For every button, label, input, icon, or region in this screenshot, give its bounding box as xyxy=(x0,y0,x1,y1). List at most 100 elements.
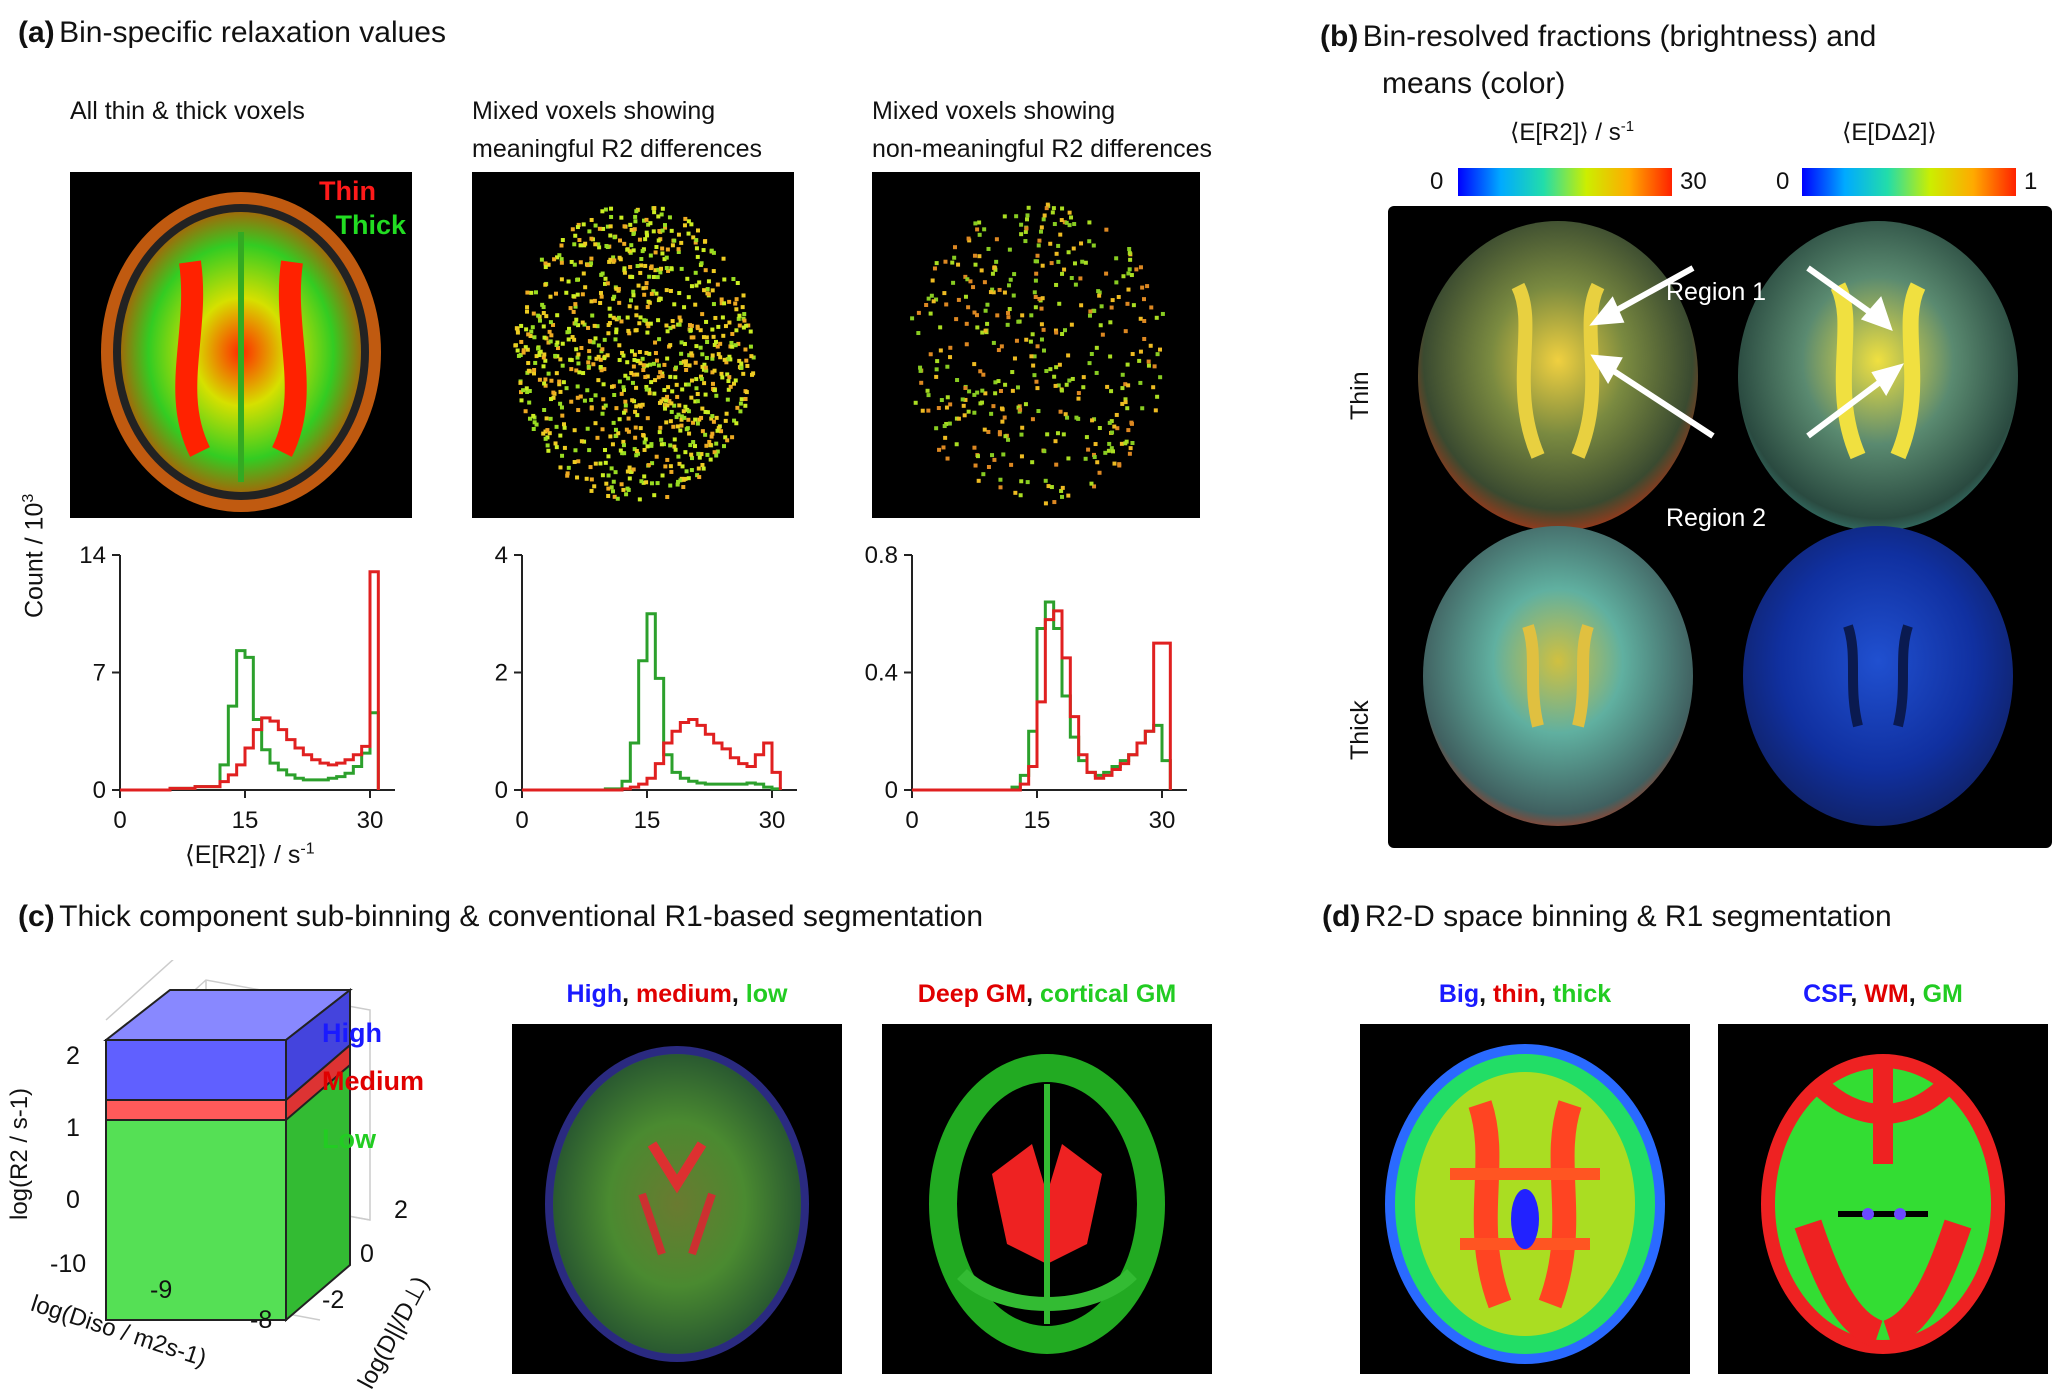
voxel-pixel xyxy=(1098,323,1103,328)
voxel-pixel xyxy=(645,374,650,379)
z-tick-1: 1 xyxy=(66,1114,80,1142)
voxel-pixel xyxy=(1045,202,1050,207)
voxel-pixel xyxy=(712,450,717,455)
voxel-pixel xyxy=(992,265,997,270)
voxel-pixel xyxy=(608,224,613,229)
voxel-pixel xyxy=(615,496,620,501)
voxel-pixel xyxy=(710,288,715,293)
hist-xtick-label-2-0: 0 xyxy=(905,807,918,834)
voxel-pixel xyxy=(559,243,564,248)
voxel-pixel xyxy=(655,481,660,486)
voxel-pixel xyxy=(1094,370,1099,375)
voxel-pixel xyxy=(1054,365,1059,370)
voxel-pixel xyxy=(1116,295,1121,300)
voxel-pixel xyxy=(696,451,701,456)
voxel-pixel xyxy=(1123,329,1128,334)
voxel-pixel xyxy=(731,277,736,282)
voxel-pixel xyxy=(730,344,735,349)
voxel-pixel xyxy=(1040,263,1045,268)
voxel-pixel xyxy=(575,384,580,389)
hist-series-thin-0 xyxy=(120,570,380,792)
panel-d-title: R2-D space binning & R1 segmentation xyxy=(1364,900,1892,933)
voxel-pixel xyxy=(1103,450,1108,455)
voxel-pixel xyxy=(627,465,632,470)
voxel-pixel xyxy=(523,345,528,350)
voxel-pixel xyxy=(1010,370,1015,375)
voxel-pixel xyxy=(532,420,537,425)
voxel-pixel xyxy=(586,364,591,369)
voxel-pixel xyxy=(972,410,977,415)
voxel-pixel xyxy=(983,308,988,313)
voxel-pixel xyxy=(597,226,602,231)
voxel-pixel xyxy=(689,378,694,383)
voxel-pixel xyxy=(722,444,727,449)
voxel-pixel xyxy=(1090,418,1095,423)
voxel-pixel xyxy=(668,419,673,424)
voxel-pixel xyxy=(659,266,664,271)
voxel-pixel xyxy=(558,401,563,406)
voxel-pixel xyxy=(639,479,644,484)
voxel-pixel xyxy=(579,345,584,350)
voxel-pixel xyxy=(998,485,1003,490)
voxel-pixel xyxy=(1066,250,1071,255)
voxel-pixel xyxy=(614,406,619,411)
voxel-pixel xyxy=(622,224,627,229)
voxel-pixel xyxy=(979,268,984,273)
voxel-pixel xyxy=(703,409,708,414)
voxel-pixel xyxy=(601,405,606,410)
voxel-pixel xyxy=(632,447,637,452)
voxel-pixel xyxy=(1153,408,1158,413)
voxel-pixel xyxy=(546,340,551,345)
voxel-pixel xyxy=(1066,353,1071,358)
voxel-pixel xyxy=(716,324,721,329)
z-axis-label: log(R2 / s-1) xyxy=(6,1087,33,1220)
voxel-pixel xyxy=(989,411,994,416)
voxel-pixel xyxy=(711,334,716,339)
voxel-pixel xyxy=(570,227,575,232)
voxel-pixel xyxy=(677,291,682,296)
voxel-pixel xyxy=(626,429,631,434)
voxel-pixel xyxy=(634,328,639,333)
voxel-pixel xyxy=(668,343,673,348)
voxel-pixel xyxy=(701,367,706,372)
voxel-pixel xyxy=(1076,391,1081,396)
voxel-pixel xyxy=(643,437,648,442)
voxel-pixel xyxy=(708,457,713,462)
voxel-pixel xyxy=(744,323,749,328)
voxel-pixel xyxy=(621,487,626,492)
voxel-pixel xyxy=(613,470,618,475)
voxel-pixel xyxy=(600,473,605,478)
voxel-pixel xyxy=(626,328,631,333)
voxel-pixel xyxy=(629,371,634,376)
voxel-pixel xyxy=(539,257,544,262)
voxel-pixel xyxy=(653,250,658,255)
voxel-pixel xyxy=(1109,389,1114,394)
voxel-pixel xyxy=(705,410,710,415)
voxel-pixel xyxy=(543,261,548,266)
voxel-pixel xyxy=(671,424,676,429)
voxel-pixel xyxy=(711,419,716,424)
voxel-pixel xyxy=(543,358,548,363)
voxel-pixel xyxy=(1097,425,1102,430)
voxel-pixel xyxy=(939,398,944,403)
voxel-pixel xyxy=(1029,354,1034,359)
voxel-pixel xyxy=(603,276,608,281)
voxel-pixel xyxy=(695,228,700,233)
voxel-pixel xyxy=(1060,331,1065,336)
voxel-pixel xyxy=(606,493,611,498)
voxel-pixel xyxy=(934,297,939,302)
voxel-pixel xyxy=(644,281,649,286)
voxel-pixel xyxy=(644,387,649,392)
voxel-pixel xyxy=(1058,409,1063,414)
voxel-pixel xyxy=(696,466,701,471)
voxel-pixel xyxy=(1012,272,1017,277)
voxel-pixel xyxy=(1060,206,1065,211)
voxel-pixel xyxy=(645,321,650,326)
voxel-pixel xyxy=(619,215,624,220)
voxel-pixel xyxy=(1067,210,1072,215)
voxel-pixel xyxy=(991,340,996,345)
voxel-pixel xyxy=(654,454,659,459)
x-tick-minus9: -9 xyxy=(150,1276,173,1304)
voxel-pixel xyxy=(697,455,702,460)
voxel-pixel xyxy=(622,410,627,415)
